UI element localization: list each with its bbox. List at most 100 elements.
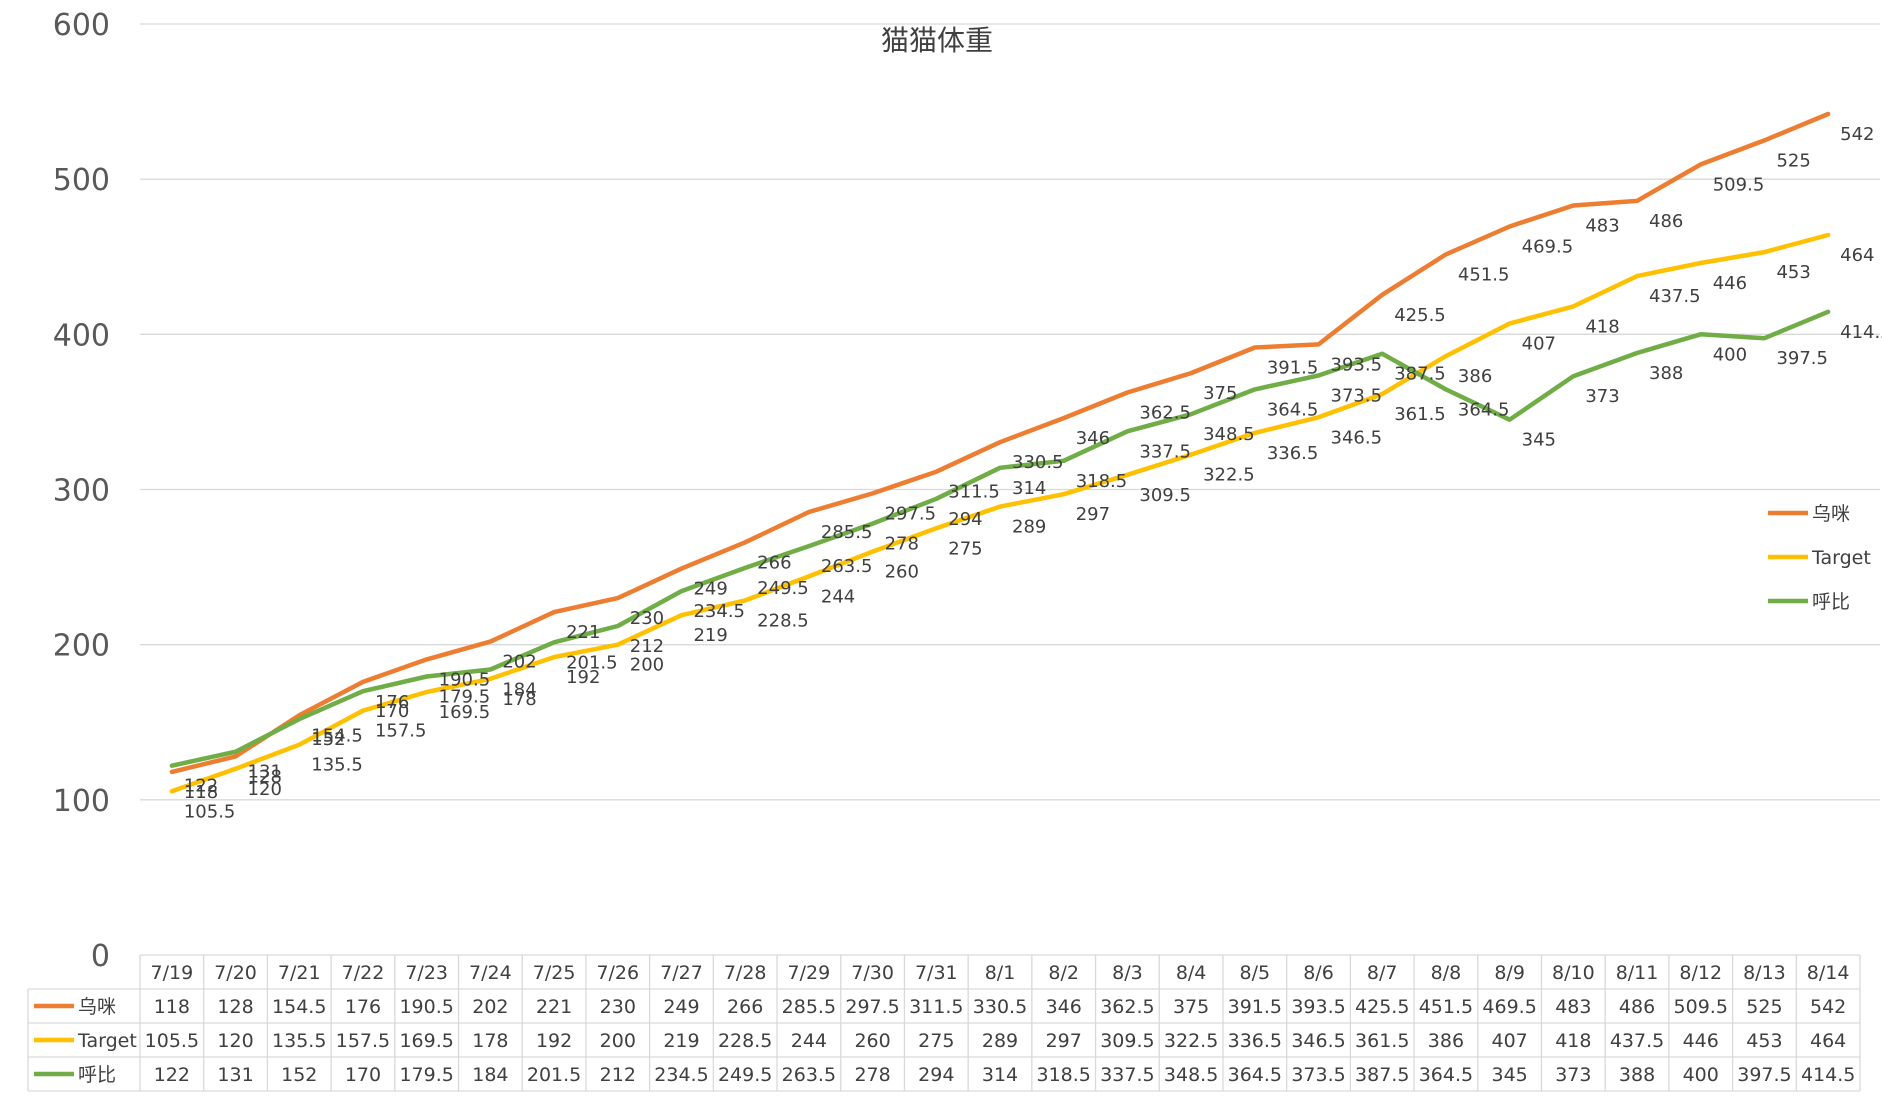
data-label: 464 <box>1840 245 1874 266</box>
data-label: 345 <box>1522 430 1556 451</box>
table-cell: 135.5 <box>272 1030 326 1052</box>
data-label: 234.5 <box>693 601 745 622</box>
x-tick-label: 7/27 <box>660 962 703 984</box>
table-cell: 373.5 <box>1291 1064 1345 1086</box>
data-label: 425.5 <box>1394 305 1446 326</box>
data-label: 483 <box>1585 216 1619 237</box>
table-cell: 201.5 <box>527 1064 581 1086</box>
y-tick-label: 0 <box>91 939 110 974</box>
table-cell: 425.5 <box>1355 996 1409 1018</box>
data-label: 135.5 <box>311 755 363 776</box>
data-label: 386 <box>1458 366 1492 387</box>
y-tick-label: 300 <box>53 474 110 509</box>
data-label: 309.5 <box>1139 485 1191 506</box>
table-cell: 400 <box>1683 1064 1719 1086</box>
x-tick-label: 7/28 <box>724 962 767 984</box>
table-cell: 190.5 <box>399 996 453 1018</box>
x-tick-label: 7/24 <box>469 962 512 984</box>
table-series-name: Target <box>77 1030 137 1052</box>
table-cell: 202 <box>472 996 508 1018</box>
data-label: 192 <box>566 667 600 688</box>
table-cell: 446 <box>1683 1030 1719 1052</box>
x-tick-label: 7/26 <box>596 962 639 984</box>
x-tick-label: 8/3 <box>1112 962 1143 984</box>
x-tick-label: 8/5 <box>1240 962 1271 984</box>
x-tick-label: 8/12 <box>1679 962 1722 984</box>
data-label: 486 <box>1649 211 1683 232</box>
table-cell: 388 <box>1619 1064 1655 1086</box>
data-label: 375 <box>1203 383 1237 404</box>
data-label: 446 <box>1713 273 1747 294</box>
table-cell: 178 <box>472 1030 508 1052</box>
data-label: 388 <box>1649 363 1683 384</box>
table-cell: 120 <box>217 1030 253 1052</box>
table-cell: 364.5 <box>1419 1064 1473 1086</box>
data-label: 154.5 <box>311 725 363 746</box>
y-tick-label: 200 <box>53 629 110 664</box>
y-tick-label: 100 <box>53 784 110 819</box>
data-label: 105.5 <box>184 801 236 822</box>
x-tick-label: 8/6 <box>1303 962 1334 984</box>
table-cell: 169.5 <box>399 1030 453 1052</box>
table-cell: 318.5 <box>1037 1064 1091 1086</box>
legend-label: 乌咪 <box>1812 503 1850 525</box>
data-label: 152 <box>311 729 345 750</box>
table-cell: 192 <box>536 1030 572 1052</box>
data-label: 122 <box>184 776 218 797</box>
series-line-2 <box>169 232 1831 794</box>
data-label: 228.5 <box>757 610 809 631</box>
table-cell: 348.5 <box>1164 1064 1218 1086</box>
table-cell: 152 <box>281 1064 317 1086</box>
table-cell: 275 <box>918 1030 954 1052</box>
data-label: 525 <box>1776 150 1810 171</box>
x-tick-label: 8/14 <box>1807 962 1850 984</box>
table-cell: 414.5 <box>1801 1064 1855 1086</box>
data-label: 249.5 <box>757 578 809 599</box>
x-tick-label: 8/7 <box>1367 962 1398 984</box>
data-labels: 118 128 154.5 176 190.5 202 221 230 249 266 285.5 2… <box>184 124 1882 822</box>
x-tick-label: 8/10 <box>1552 962 1595 984</box>
data-label: 542 <box>1840 124 1874 145</box>
data-label: 285.5 <box>821 522 873 543</box>
table-cell: 212 <box>600 1064 636 1086</box>
table-cell: 311.5 <box>909 996 963 1018</box>
table-series-name: 乌咪 <box>78 996 116 1018</box>
data-label: 322.5 <box>1203 465 1255 486</box>
table-cell: 219 <box>663 1030 699 1052</box>
data-label: 364.5 <box>1458 399 1510 420</box>
x-tick-label: 8/1 <box>985 962 1016 984</box>
x-tick-label: 7/20 <box>214 962 257 984</box>
table-cell: 297.5 <box>845 996 899 1018</box>
data-label: 311.5 <box>948 482 1000 503</box>
table-cell: 397.5 <box>1737 1064 1791 1086</box>
data-label: 397.5 <box>1776 348 1828 369</box>
data-label: 128 <box>248 766 282 787</box>
data-label: 330.5 <box>1012 452 1064 473</box>
series-line-3 <box>169 309 1831 768</box>
data-table: 7/19 7/20 7/21 7/22 7/23 7/24 7/25 7/26 7/27 7/28… <box>27 954 1861 1092</box>
table-cell: 157.5 <box>336 1030 390 1052</box>
table-cell: 509.5 <box>1674 996 1728 1018</box>
table-cell: 228.5 <box>718 1030 772 1052</box>
data-label: 212 <box>630 636 664 657</box>
data-label: 469.5 <box>1522 236 1574 257</box>
table-cell: 486 <box>1619 996 1655 1018</box>
data-label: 266 <box>757 552 791 573</box>
data-label: 451.5 <box>1458 264 1510 285</box>
table-cell: 179.5 <box>399 1064 453 1086</box>
table-cell: 451.5 <box>1419 996 1473 1018</box>
data-label: 509.5 <box>1713 174 1765 195</box>
table-cell: 285.5 <box>782 996 836 1018</box>
table-cell: 230 <box>600 996 636 1018</box>
data-label: 289 <box>1012 517 1046 538</box>
x-tick-label: 8/13 <box>1743 962 1786 984</box>
data-label: 244 <box>821 586 855 607</box>
data-label: 179.5 <box>439 686 491 707</box>
table-cell: 330.5 <box>973 996 1027 1018</box>
table-cell: 407 <box>1491 1030 1527 1052</box>
x-tick-label: 7/25 <box>533 962 576 984</box>
data-label: 219 <box>693 625 727 646</box>
table-cell: 393.5 <box>1291 996 1345 1018</box>
data-label: 373 <box>1585 386 1619 407</box>
table-series-name: 呼比 <box>78 1064 116 1086</box>
